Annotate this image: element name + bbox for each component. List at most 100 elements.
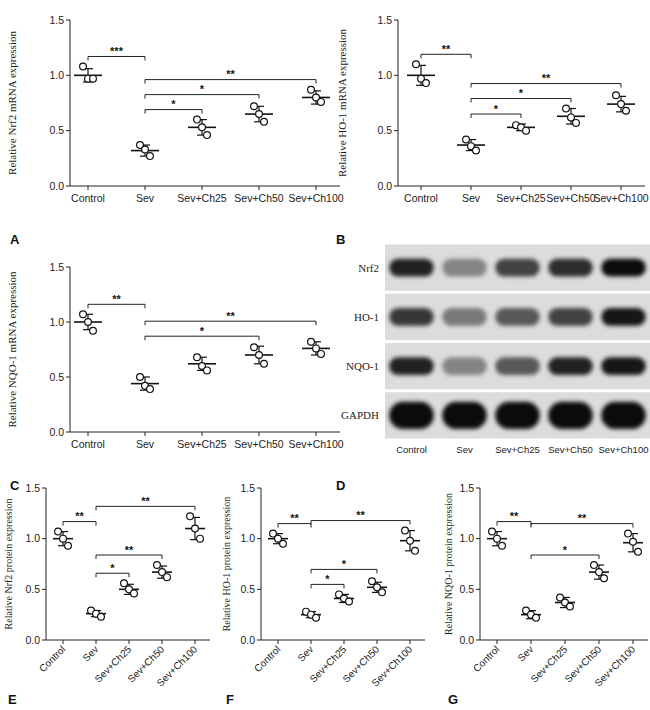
marks — [74, 63, 330, 159]
blot-row-label: HO-1 — [354, 311, 379, 323]
significance: ******* — [88, 45, 316, 114]
x-tick-label: Sev — [136, 438, 155, 450]
panel-label: D — [336, 478, 345, 493]
data-point — [65, 542, 72, 549]
marks — [487, 528, 643, 621]
significance: ***** — [88, 293, 316, 340]
panel-label: E — [8, 692, 17, 707]
data-point — [85, 319, 92, 326]
x-tick-label: Sev+Ch100 — [288, 192, 343, 204]
significance: ****** — [278, 509, 410, 588]
y-tick — [394, 20, 398, 21]
x-tick — [311, 640, 312, 644]
y-axis — [398, 20, 399, 186]
x-tick — [633, 640, 634, 644]
blot-band — [389, 357, 434, 375]
blot-band — [495, 357, 540, 375]
y-tick — [66, 267, 70, 268]
x-tick — [88, 432, 89, 436]
significance-bracket — [471, 84, 621, 88]
y-tick — [257, 589, 261, 590]
data-point — [261, 360, 268, 367]
y-axis — [480, 488, 481, 640]
x-tick — [145, 186, 146, 190]
figure: A0.00.51.01.5Relative Nrf2 mRNA expressi… — [0, 0, 650, 710]
y-tick-label: 1.0 — [377, 69, 392, 81]
blot-lane-label: Control — [396, 444, 427, 455]
y-tick — [42, 538, 46, 539]
y-tick — [42, 488, 46, 489]
data-point — [251, 344, 258, 351]
y-tick — [394, 75, 398, 76]
blot-band — [389, 259, 434, 277]
data-point — [98, 613, 105, 620]
data-point — [346, 598, 353, 605]
x-tick-label: Control — [71, 192, 105, 204]
x-tick-label: Sev — [515, 644, 535, 664]
x-tick — [145, 432, 146, 436]
data-point — [90, 75, 97, 82]
y-tick-label: 0.5 — [25, 583, 40, 595]
blot-band — [548, 357, 593, 375]
x-tick-label: Sev — [462, 192, 481, 204]
data-point — [613, 92, 620, 99]
x-tick — [316, 186, 317, 190]
blot-band — [442, 357, 487, 375]
data-point — [533, 614, 540, 621]
x-tick-label: Control — [471, 644, 502, 675]
y-tick-label: 1.0 — [240, 532, 255, 544]
x-tick-label: Sev — [136, 192, 155, 204]
data-point — [194, 354, 201, 361]
data-point — [499, 542, 506, 549]
x-tick-label: Sev — [295, 644, 315, 664]
data-point — [251, 103, 258, 110]
x-tick-label: Sev+Ch100 — [154, 643, 199, 688]
data-point — [204, 367, 211, 374]
significance-label: ** — [226, 310, 235, 322]
significance-label: ** — [141, 495, 150, 507]
y-axis-title: Relative HO-1 mRNA expression — [336, 28, 348, 177]
x-axis — [70, 432, 340, 433]
x-tick — [571, 186, 572, 190]
data-point — [489, 528, 496, 535]
significance-label: ** — [112, 293, 121, 305]
y-tick — [394, 130, 398, 131]
y-tick — [476, 488, 480, 489]
blot-lane-label: Sev+Ch100 — [599, 444, 649, 455]
x-tick — [531, 640, 532, 644]
y-axis-title: Relative Nrf2 protein expression — [3, 499, 14, 630]
data-point — [463, 136, 470, 143]
marks — [53, 513, 205, 620]
panel-scatter: B0.00.51.01.5Relative HO-1 mRNA expressi… — [336, 14, 649, 248]
x-tick — [471, 186, 472, 190]
marks — [268, 527, 420, 621]
panel-label: C — [10, 478, 20, 493]
x-tick-label: Sev+Ch50 — [546, 192, 595, 204]
blot-band — [495, 259, 540, 277]
blot-band — [601, 357, 646, 375]
x-tick-label: Sev+Ch100 — [592, 643, 637, 688]
panel-scatter: E0.00.51.01.5Relative Nrf2 protein expre… — [3, 482, 210, 708]
data-point — [568, 114, 575, 121]
blot-band — [442, 259, 487, 277]
data-point — [313, 614, 320, 621]
significance-label: * — [171, 98, 176, 110]
significance-label: ** — [442, 43, 451, 55]
x-tick — [521, 186, 522, 190]
panel-scatter: G0.00.51.01.5Relative NQO-1 protein expr… — [443, 482, 648, 708]
blot-strip — [385, 392, 650, 438]
significance-label: * — [200, 83, 205, 95]
data-point — [256, 352, 263, 359]
x-tick-label: Sev+Ch50 — [234, 438, 283, 450]
data-point — [60, 535, 67, 542]
blot-lane-label: Sev+Ch25 — [495, 444, 540, 455]
y-tick-label: 1.5 — [240, 482, 255, 494]
x-tick — [344, 640, 345, 644]
significance-bracket — [311, 584, 344, 588]
blot-strip — [385, 294, 650, 340]
x-axis — [70, 186, 340, 187]
y-axis-title: Relative NQO-1 protein expression — [443, 493, 454, 635]
significance-label: ** — [578, 512, 587, 524]
y-tick — [257, 538, 261, 539]
significance: ****** — [421, 43, 621, 118]
